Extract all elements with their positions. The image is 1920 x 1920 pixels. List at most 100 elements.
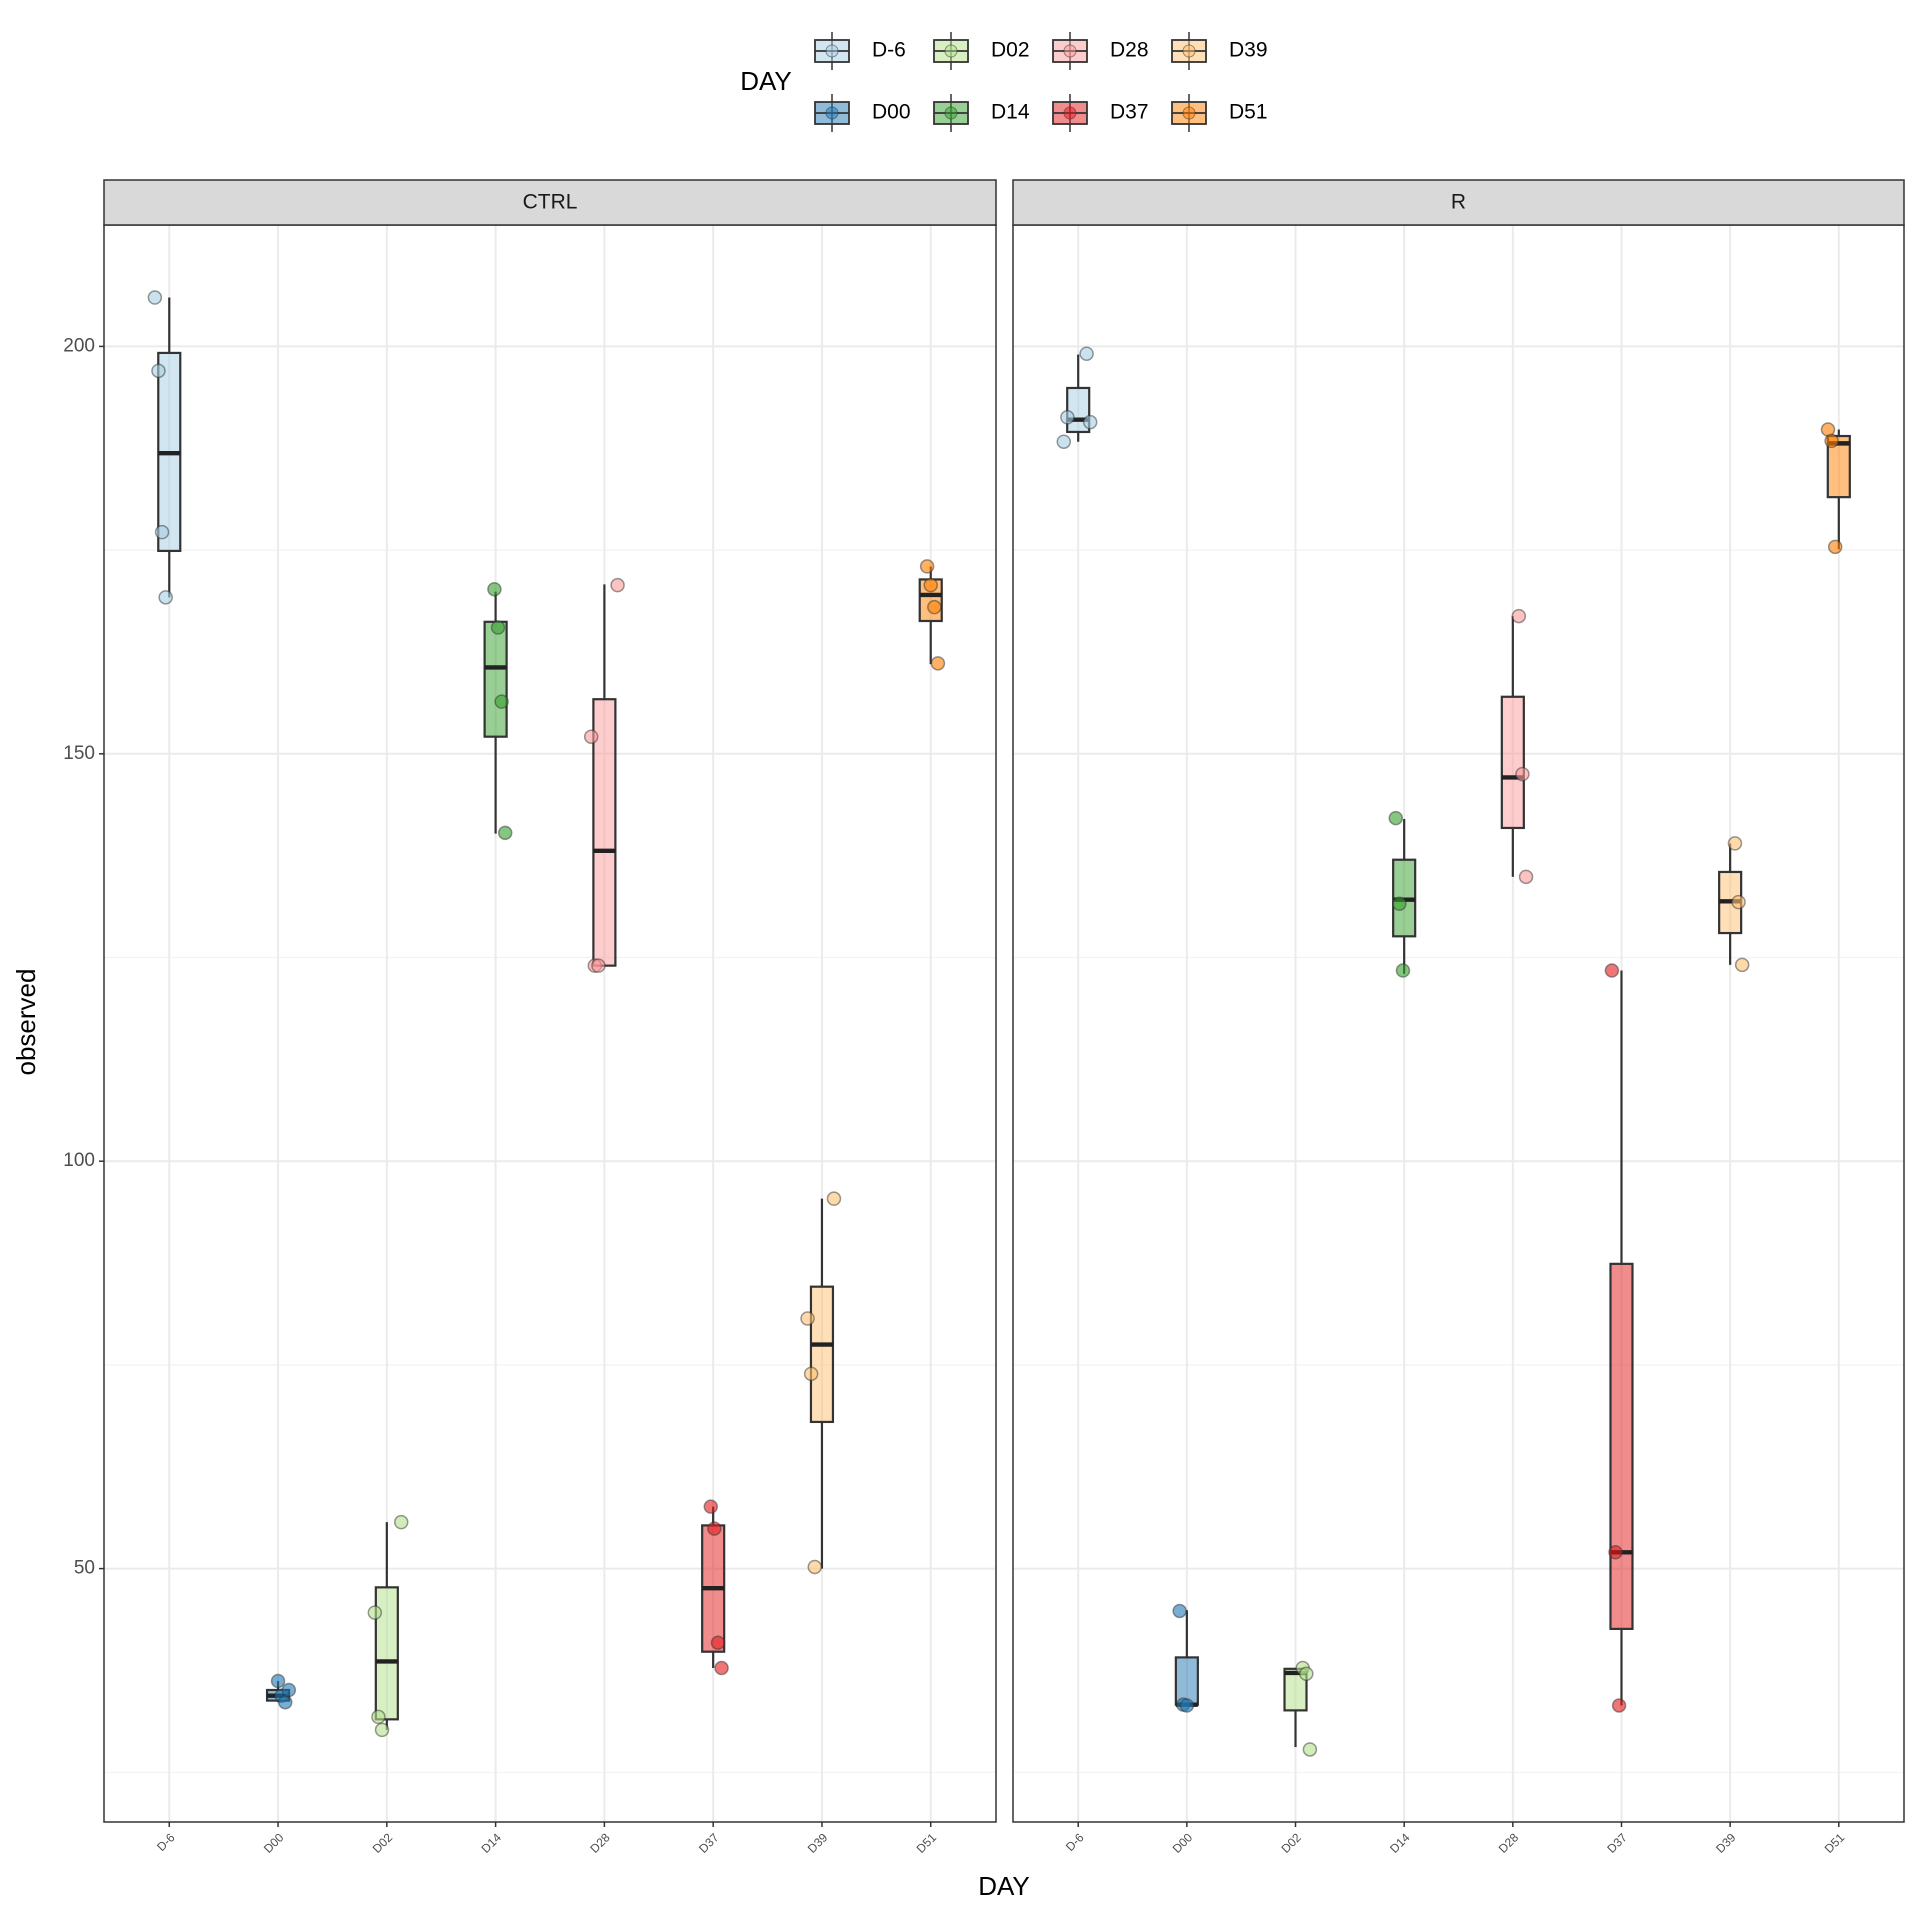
point	[1060, 410, 1075, 425]
legend-key-point	[1063, 44, 1077, 58]
legend-label: D00	[872, 101, 911, 124]
box	[1174, 1656, 1199, 1706]
box	[809, 1285, 835, 1424]
x-tick-label: D14	[1387, 1830, 1413, 1856]
y-tick-label: 50	[74, 1558, 95, 1579]
box	[1500, 695, 1525, 830]
point	[494, 694, 509, 709]
x-axis-title: DAY	[978, 1871, 1030, 1901]
legend-label: D-6	[872, 39, 906, 62]
x-tick-label: D-6	[1063, 1830, 1087, 1854]
panel-background	[1013, 225, 1904, 1822]
point	[1395, 963, 1411, 978]
legend-key-point	[1063, 106, 1077, 120]
point	[1827, 539, 1843, 555]
point	[800, 1311, 815, 1326]
point	[1608, 1545, 1623, 1560]
point	[270, 1673, 286, 1689]
point	[927, 599, 942, 615]
point	[707, 1521, 722, 1536]
point	[490, 620, 506, 635]
point	[1082, 414, 1098, 430]
x-tick-label: D51	[1822, 1830, 1848, 1856]
point	[1518, 869, 1534, 885]
legend-label: D28	[1110, 39, 1149, 62]
point	[826, 1191, 842, 1206]
point	[1302, 1742, 1318, 1757]
x-tick-label: D51	[914, 1830, 940, 1856]
legend-label: D37	[1110, 101, 1149, 124]
point	[930, 656, 946, 671]
legend-key-point	[1182, 106, 1196, 120]
point	[1392, 896, 1407, 911]
legend-title: DAY	[740, 66, 792, 96]
point	[1079, 346, 1094, 361]
point	[371, 1709, 386, 1725]
point	[1604, 963, 1620, 978]
x-tick-label: D37	[696, 1830, 722, 1856]
y-tick-label: 100	[63, 1150, 95, 1171]
point	[1172, 1603, 1187, 1619]
legend-label: D14	[991, 101, 1030, 124]
x-tick-label: D00	[1170, 1830, 1196, 1856]
box	[1609, 1262, 1634, 1630]
x-tick-label: D02	[370, 1830, 396, 1856]
point	[583, 729, 599, 744]
point	[1824, 433, 1839, 449]
legend-label: D02	[991, 39, 1030, 62]
point	[923, 577, 938, 593]
strip	[103, 179, 997, 226]
x-tick-label: D00	[261, 1830, 287, 1856]
box	[483, 620, 508, 738]
point	[1734, 957, 1750, 973]
point	[151, 363, 166, 379]
box	[1826, 434, 1851, 499]
point	[919, 559, 935, 574]
point	[147, 290, 163, 305]
point	[610, 577, 625, 593]
y-axis-title: observed	[11, 969, 41, 1076]
point	[710, 1635, 726, 1650]
point	[803, 1366, 819, 1382]
x-tick-label: D-6	[154, 1830, 178, 1854]
x-tick-label: D28	[587, 1830, 613, 1856]
point	[158, 590, 173, 605]
x-tick-label: D39	[805, 1830, 831, 1856]
box	[374, 1586, 399, 1721]
point	[714, 1660, 729, 1676]
point	[367, 1605, 383, 1620]
point	[1611, 1698, 1627, 1713]
x-tick-label: D14	[479, 1830, 505, 1856]
y-tick-label: 200	[63, 335, 95, 356]
y-tick-label: 150	[63, 743, 95, 764]
legend-key-point	[944, 44, 958, 58]
x-tick-label: D28	[1496, 1830, 1522, 1856]
x-tick-label: D37	[1604, 1830, 1630, 1856]
legend-label: D51	[1229, 101, 1268, 124]
legend-key-point	[1182, 44, 1196, 58]
point	[1179, 1698, 1195, 1713]
point	[1515, 766, 1530, 782]
x-tick-label: D02	[1278, 1830, 1304, 1856]
legend-key-point	[944, 106, 958, 120]
point	[1731, 894, 1746, 910]
legend-label: D39	[1229, 39, 1268, 62]
point	[703, 1499, 719, 1514]
legend-key-point	[825, 44, 839, 58]
point	[1511, 608, 1527, 624]
panel-background	[104, 225, 996, 1822]
point	[374, 1722, 390, 1738]
strip-label: R	[1451, 191, 1466, 214]
point	[1388, 810, 1404, 826]
point	[154, 524, 170, 540]
point	[487, 581, 502, 597]
point	[281, 1682, 297, 1698]
point	[277, 1694, 293, 1710]
strip	[1012, 179, 1905, 226]
point	[1299, 1666, 1314, 1681]
point	[807, 1559, 823, 1575]
point	[1727, 836, 1743, 851]
strip-label: CTRL	[523, 191, 578, 214]
legend-key-point	[825, 106, 839, 120]
point	[1056, 434, 1072, 449]
